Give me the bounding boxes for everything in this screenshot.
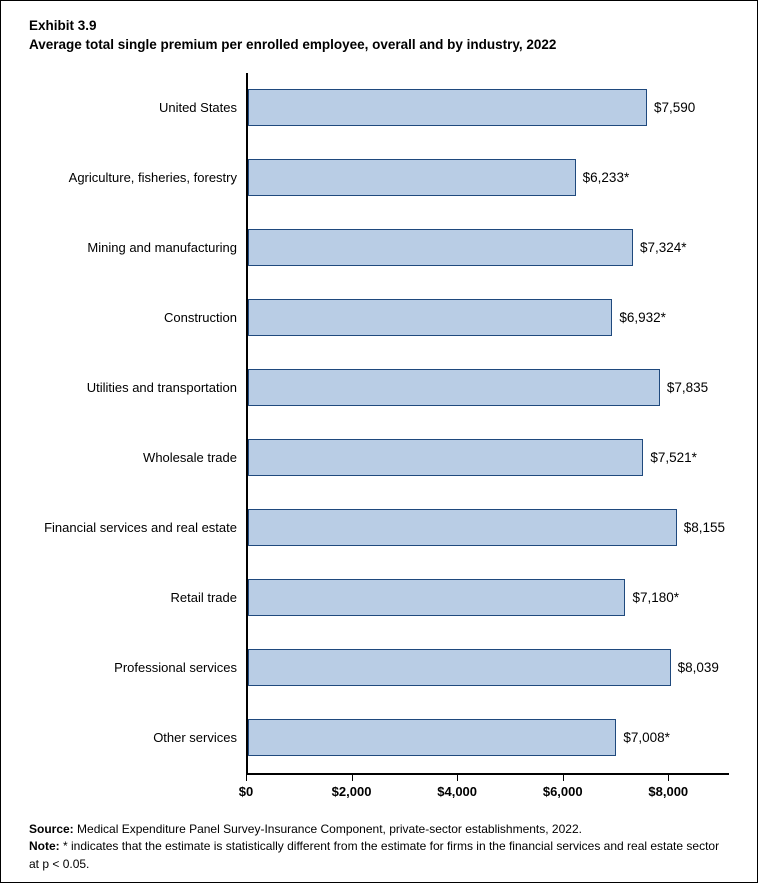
bar — [248, 299, 613, 337]
category-label: Mining and manufacturing — [87, 240, 237, 256]
x-tick-label: $8,000 — [648, 783, 689, 799]
chart-footnotes: Source: Medical Expenditure Panel Survey… — [1, 809, 757, 873]
x-tick-mark — [457, 774, 459, 781]
source-line: Source: Medical Expenditure Panel Survey… — [29, 821, 729, 838]
bar-track: $7,521* — [246, 422, 729, 493]
bar — [248, 89, 647, 127]
bar-rows: United States $7,590 Agriculture, fisherie… — [16, 72, 729, 773]
bar-track: $7,008* — [246, 702, 729, 773]
note-text: * indicates that the estimate is statist… — [29, 839, 720, 871]
category-label: Agriculture, fisheries, forestry — [68, 170, 237, 186]
bar-row: Agriculture, fisheries, forestry $6,233* — [16, 142, 729, 213]
category-label: Wholesale trade — [143, 450, 237, 466]
bar — [248, 509, 677, 547]
chart-title: Average total single premium per enrolle… — [29, 36, 557, 52]
x-tick-label: $2,000 — [331, 783, 372, 799]
value-label: $8,155 — [683, 520, 725, 536]
bar — [248, 229, 633, 267]
bar — [248, 719, 617, 757]
value-label: $6,932* — [619, 310, 666, 326]
value-label: $6,233* — [582, 170, 630, 186]
bar-track: $8,039 — [246, 632, 729, 703]
note-label: Note: — [29, 839, 60, 854]
bar-track: $8,155 — [246, 492, 729, 563]
source-text: Medical Expenditure Panel Survey-Insuran… — [73, 821, 582, 836]
bar — [248, 579, 626, 617]
bar-row: Financial services and real estate $8,155 — [16, 492, 729, 563]
bar-track: $7,180* — [246, 562, 729, 633]
value-label: $7,324* — [640, 240, 687, 256]
exhibit-number: Exhibit 3.9 — [29, 18, 97, 33]
value-label: $7,590 — [653, 100, 696, 116]
category-label: Financial services and real estate — [44, 520, 237, 536]
bar-row: Utilities and transportation $7,835 — [16, 352, 729, 423]
x-tick-label: $6,000 — [542, 783, 583, 799]
bar-row: Retail trade $7,180* — [16, 562, 729, 633]
bar-track: $7,324* — [246, 212, 729, 283]
x-tick-label: $4,000 — [437, 783, 478, 799]
category-label: Other services — [153, 730, 237, 746]
category-label: Retail trade — [170, 590, 237, 606]
bar — [248, 439, 644, 477]
category-label: Construction — [164, 310, 237, 326]
bar-row: Professional services $8,039 — [16, 632, 729, 703]
category-label: United States — [158, 100, 237, 116]
bar-chart: United States $7,590 Agriculture, fisherie… — [16, 72, 729, 809]
bar — [248, 369, 660, 407]
x-axis: $0 $2,000 $4,000 $6,000 $8,000 — [239, 772, 729, 809]
source-label: Source: — [29, 821, 74, 836]
bar-row: Construction $6,932* — [16, 282, 729, 353]
value-label: $7,521* — [650, 450, 697, 466]
x-tick-mark — [246, 774, 247, 781]
bar-row: Mining and manufacturing $7,324* — [16, 212, 729, 283]
category-label: Professional services — [114, 660, 237, 676]
bar-row: Other services $7,008* — [16, 702, 729, 773]
bar — [248, 649, 671, 687]
bar-track: $6,932* — [246, 282, 729, 353]
value-label: $7,180* — [632, 590, 679, 606]
value-label: $8,039 — [677, 660, 719, 676]
bar-track: $7,590 — [246, 72, 729, 143]
x-tick-label: $0 — [238, 783, 254, 799]
x-tick-mark — [562, 774, 564, 781]
note-line: Note: * indicates that the estimate is s… — [29, 838, 729, 873]
chart-header: Exhibit 3.9 Average total single premium… — [1, 1, 757, 55]
x-tick-mark — [668, 774, 670, 781]
value-label: $7,835 — [666, 380, 709, 396]
bar-row: United States $7,590 — [16, 72, 729, 143]
bar — [248, 159, 576, 197]
category-label: Utilities and transportation — [86, 380, 237, 396]
bar-row: Wholesale trade $7,521* — [16, 422, 729, 493]
x-tick-mark — [351, 774, 353, 781]
bar-track: $6,233* — [246, 142, 729, 213]
value-label: $7,008* — [623, 730, 670, 746]
bar-track: $7,835 — [246, 352, 729, 423]
